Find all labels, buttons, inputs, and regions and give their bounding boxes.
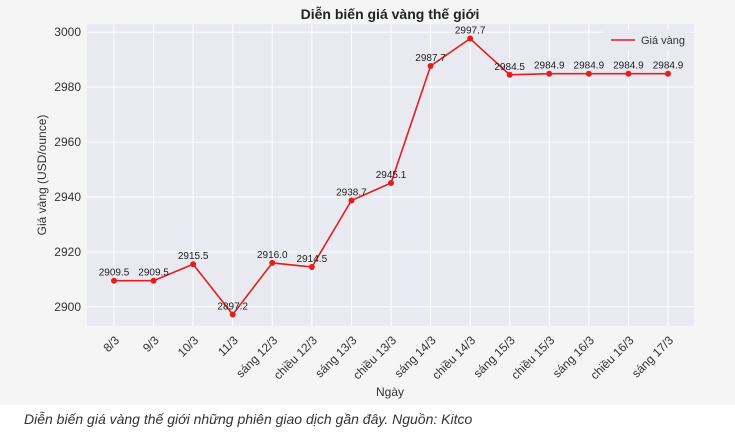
y-tick-label: 2940 [54, 190, 81, 204]
figure-caption: Diễn biến giá vàng thế giới những phiên … [24, 411, 473, 427]
data-point [150, 277, 157, 284]
y-tick-label: 2900 [54, 300, 81, 314]
x-tick-label: 8/3 [100, 333, 122, 355]
data-point [229, 311, 236, 318]
data-point [348, 197, 355, 204]
x-axis-label: Ngày [376, 385, 404, 399]
line-chart: Diễn biến giá vàng thế giới 2900 2920 2940… [35, 6, 694, 399]
x-tick-label: 11/3 [215, 333, 241, 359]
y-tick-label: 2980 [54, 80, 81, 94]
series-giavang: 2909.5 2909.5 2915.5 2897.2 2916.0 2914.5 2938… [99, 26, 684, 318]
data-point [625, 70, 632, 77]
y-axis-ticks: 2900 2920 2940 2960 2980 3000 [54, 25, 81, 314]
legend: Giá vàng [604, 30, 690, 50]
y-tick-label: 2960 [54, 135, 81, 149]
data-point [585, 70, 592, 77]
chart-figure: Diễn biến giá vàng thế giới 2900 2920 2940… [35, 6, 694, 399]
data-point [546, 70, 553, 77]
data-point [269, 259, 276, 266]
x-tick-label: sáng 17/3 [629, 333, 676, 380]
data-label: 2897.2 [217, 301, 248, 312]
chart-title: Diễn biến giá vàng thế giới [301, 6, 480, 22]
x-tick-label: 10/3 [175, 333, 202, 360]
data-label: 2984.9 [653, 61, 684, 72]
data-label: 2984.9 [574, 61, 605, 72]
legend-entry-giavang: Giá vàng [641, 35, 685, 47]
data-point [427, 63, 434, 70]
y-tick-label: 2920 [54, 245, 81, 259]
legend-box [604, 30, 690, 50]
data-label: 2945.1 [376, 170, 407, 181]
data-point [506, 71, 513, 78]
data-point [190, 261, 197, 268]
data-label: 2909.5 [138, 268, 169, 279]
data-label: 2984.9 [613, 61, 644, 72]
data-point [467, 35, 474, 42]
data-point [388, 179, 394, 186]
data-label: 2915.5 [178, 251, 209, 262]
x-tick-label: 9/3 [140, 333, 162, 355]
y-tick-label: 3000 [54, 25, 81, 39]
y-axis-label: Giá vàng (USD/ounce) [35, 115, 49, 236]
data-point [665, 70, 671, 77]
data-point [308, 263, 315, 270]
grid-lines [87, 24, 694, 326]
data-label: 2914.5 [297, 254, 328, 265]
data-label: 2984.9 [534, 61, 565, 72]
x-tick-label: chiều 14/3 [429, 333, 478, 382]
data-label: 2909.5 [99, 268, 130, 279]
data-label: 2987.7 [415, 53, 446, 64]
data-label: 2984.5 [494, 62, 525, 73]
data-label: 2938.7 [336, 188, 367, 199]
x-tick-label: chiều 13/3 [350, 333, 399, 382]
data-point [111, 277, 117, 284]
data-label: 2997.7 [455, 26, 486, 37]
x-tick-label: chiều 12/3 [271, 333, 320, 382]
x-tick-label: chiều 15/3 [508, 333, 557, 382]
data-label: 2916.0 [257, 250, 288, 261]
x-tick-label: chiều 16/3 [587, 333, 636, 382]
